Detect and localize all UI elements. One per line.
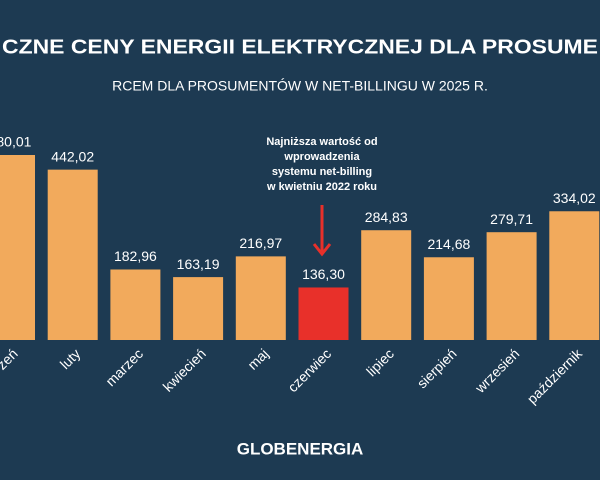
annotation-text: Najniższa wartość od xyxy=(266,136,377,148)
x-tick-label: marzec xyxy=(102,345,146,389)
x-tick-label: lipiec xyxy=(363,345,397,379)
bar xyxy=(47,169,98,340)
value-label: 442,02 xyxy=(51,148,94,164)
value-label: 279,71 xyxy=(490,211,533,227)
bar xyxy=(361,230,412,340)
value-label: 163,19 xyxy=(177,256,220,272)
value-label: 284,83 xyxy=(365,209,408,225)
annotation-text: wprowadzenia xyxy=(283,151,360,163)
value-label: 182,96 xyxy=(114,248,157,264)
bar xyxy=(0,155,35,340)
bar xyxy=(549,211,600,340)
annotation-text: w kwietniu 2022 roku xyxy=(266,181,377,193)
x-tick-label: luty xyxy=(57,345,84,372)
x-tick-label: październik xyxy=(524,345,586,407)
x-tick-label: maj xyxy=(244,345,271,372)
x-tick-label: czerwiec xyxy=(284,345,334,395)
bar xyxy=(423,257,474,340)
bar xyxy=(173,277,224,340)
bar xyxy=(298,287,349,340)
value-label: 334,02 xyxy=(553,190,596,206)
value-label: 480,01 xyxy=(0,134,32,150)
bar xyxy=(110,269,161,340)
bar xyxy=(235,256,286,340)
chart-subtitle: RCEM DLA PROSUMENTÓW W NET-BILLINGU W 20… xyxy=(112,78,488,94)
x-tick-label: wrzesień xyxy=(471,345,522,396)
x-tick-label: kwiecień xyxy=(160,345,209,394)
value-label: 214,68 xyxy=(427,236,470,252)
value-label: 136,30 xyxy=(302,266,345,282)
bar xyxy=(486,232,537,340)
value-label: 216,97 xyxy=(239,235,282,251)
chart-title: CZNE CENY ENERGII ELEKTRYCZNEJ DLA PROSU… xyxy=(2,36,598,58)
brand-logo: GLOBENERGIA xyxy=(237,439,364,458)
x-tick-label: sierpień xyxy=(414,345,460,391)
x-tick-label: zeń xyxy=(0,345,21,372)
annotation-text: systemu net-billing xyxy=(272,166,372,178)
annotation-arrowhead xyxy=(312,243,332,257)
